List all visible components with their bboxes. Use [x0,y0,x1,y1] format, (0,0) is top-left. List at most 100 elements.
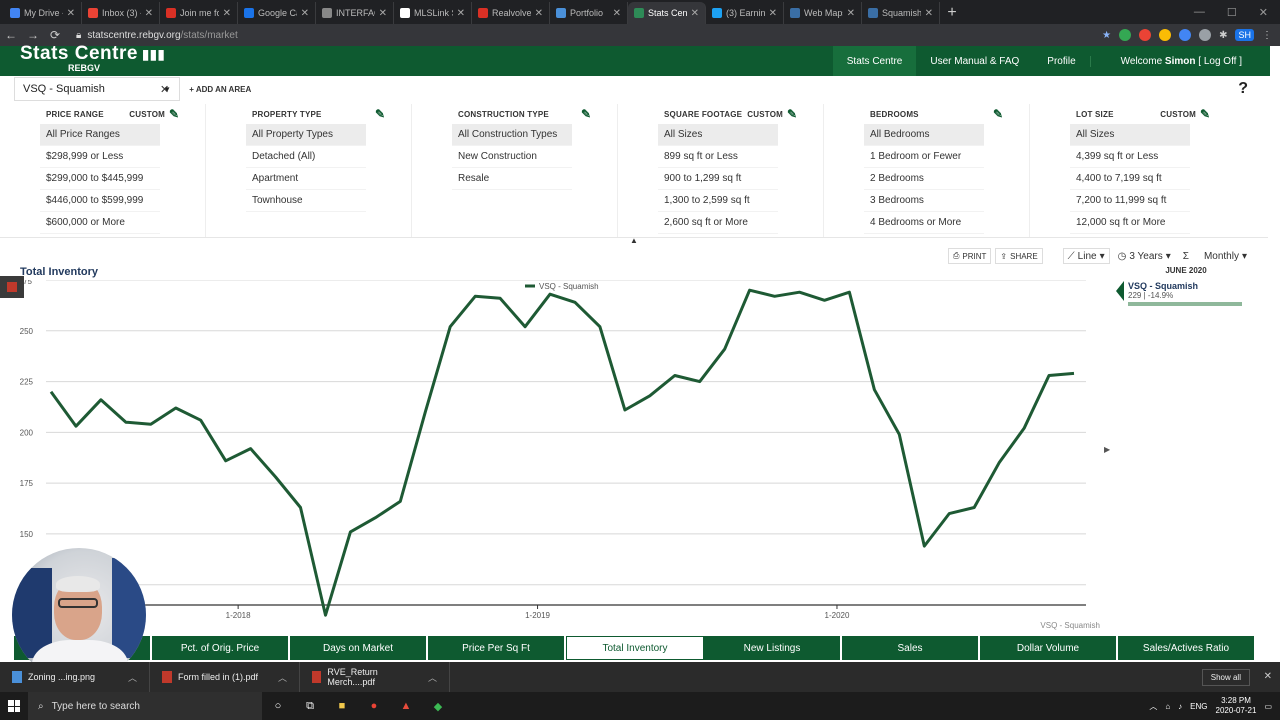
puzzle-icon[interactable]: ✱ [1219,29,1228,41]
browser-tab[interactable]: My Drive - Go✕ [4,2,82,24]
stat-tab[interactable]: Total Inventory [566,636,704,660]
filter-option[interactable]: 900 to 1,299 sq ft [658,168,778,190]
filter-option[interactable]: 12,000 sq ft or More [1070,212,1190,234]
filter-option[interactable]: All Sizes [1070,124,1190,146]
back-icon[interactable]: ← [5,28,17,42]
extension-icon[interactable] [1179,29,1192,41]
close-tab-icon[interactable]: ✕ [768,7,777,19]
chevron-up-icon[interactable]: ︿ [427,672,437,683]
browser-tab[interactable]: MLSLink Safe✕ [394,2,472,24]
start-button[interactable] [0,700,28,712]
browser-tab[interactable]: (3) Earnings V✕ [706,2,784,24]
browser-tab[interactable]: Join me for br✕ [160,2,238,24]
print-button[interactable]: ⎙ PRINT [948,248,992,264]
browser-tab[interactable]: Web Maps - C✕ [784,2,862,24]
network-icon[interactable]: ⌂ [1165,701,1171,711]
stat-tab[interactable]: Dollar Volume [980,636,1118,660]
filter-option[interactable]: 4,399 sq ft or Less [1070,146,1190,168]
language-indicator[interactable]: ENG [1190,701,1208,711]
file-explorer-icon[interactable]: ■ [338,700,346,712]
filter-option[interactable]: $298,999 or Less [40,146,160,168]
menu-icon[interactable]: ⋮ [1262,29,1272,41]
filter-option[interactable]: 3 Bedrooms [864,190,984,212]
clock[interactable]: 3:28 PM 2020-07-21 [1215,696,1257,715]
close-tab-icon[interactable]: ✕ [300,7,309,19]
extension-icon[interactable] [1139,29,1152,41]
side-record-tab[interactable] [0,276,24,298]
filter-option[interactable]: Resale [452,168,572,190]
custom-link[interactable]: CUSTOM [129,109,165,119]
download-item[interactable]: RVE_Return Merch....pdf ︿ [300,662,450,692]
browser-tab[interactable]: Portfolio ✕ [550,2,628,24]
filter-option[interactable]: 4 Bedrooms or More [864,212,984,234]
close-window-icon[interactable]: ✕ [1258,6,1268,19]
help-icon[interactable]: ? [1238,80,1248,97]
browser-tab[interactable]: Squamish We✕ [862,2,940,24]
browser-tab[interactable]: Google Calend✕ [238,2,316,24]
close-tab-icon[interactable]: ✕ [690,7,699,19]
download-item[interactable]: Form filled in (1).pdf ︿ [150,662,300,692]
close-tab-icon[interactable]: ✕ [144,7,153,19]
filter-option[interactable]: All Price Ranges [40,124,160,146]
chevron-up-icon[interactable]: ︿ [127,672,137,683]
share-button[interactable]: ⇪ SHARE [995,248,1043,264]
collapse-filters-icon[interactable]: ▲ [630,236,638,245]
edit-filter-icon[interactable]: ✎ [375,107,386,121]
stat-tab[interactable]: Days on Market [290,636,428,660]
close-tab-icon[interactable]: ✕ [456,7,465,19]
remove-area-icon[interactable]: ✕ [160,83,170,96]
filter-option[interactable]: 7,200 to 11,999 sq ft [1070,190,1190,212]
interval-select[interactable]: Σ Monthly ▾ [1178,248,1251,264]
range-select[interactable]: ◷ 3 Years ▾ [1113,248,1175,264]
close-tab-icon[interactable]: ✕ [66,7,75,19]
edit-filter-icon[interactable]: ✎ [169,107,180,121]
filter-option[interactable]: Apartment [246,168,366,190]
filter-option[interactable]: All Sizes [658,124,778,146]
edit-filter-icon[interactable]: ✎ [581,107,592,121]
extension-icon[interactable] [1199,29,1212,41]
filter-option[interactable]: All Construction Types [452,124,572,146]
filter-option[interactable]: All Bedrooms [864,124,984,146]
forward-icon[interactable]: → [27,28,39,42]
maximize-icon[interactable]: ☐ [1226,6,1237,19]
show-all-button[interactable]: Show all [1201,668,1250,686]
area-select[interactable]: VSQ - Squamish ▼ [14,77,180,101]
taskbar-search[interactable]: ⌕ Type here to search [28,692,262,720]
nav-link-stats-centre[interactable]: Stats Centre [832,46,917,76]
expand-right-icon[interactable]: ▶ [1104,445,1111,454]
filter-option[interactable]: 899 sq ft or Less [658,146,778,168]
filter-option[interactable]: All Property Types [246,124,366,146]
custom-link[interactable]: CUSTOM [1160,109,1196,119]
stat-tab[interactable]: Price Per Sq Ft [428,636,566,660]
filter-option[interactable]: $600,000 or More [40,212,160,234]
close-tab-icon[interactable]: ✕ [612,7,621,19]
nav-link-profile[interactable]: Profile [1047,55,1076,67]
close-downloads-icon[interactable]: ✕ [1263,671,1272,682]
edit-filter-icon[interactable]: ✎ [787,107,798,121]
cortana-icon[interactable]: ○ [274,700,282,712]
filter-option[interactable]: $446,000 to $599,999 [40,190,160,212]
profile-avatar[interactable]: SH [1235,29,1254,41]
browser-tab[interactable]: INTERFACExp✕ [316,2,394,24]
stat-tab[interactable]: New Listings [704,636,842,660]
site-logo[interactable]: Stats Centre ▮▮▮ REBGV [20,43,165,73]
volume-icon[interactable]: ♪ [1178,701,1183,711]
edit-filter-icon[interactable]: ✎ [1200,107,1211,121]
nav-link-user-manual-faq[interactable]: User Manual & FAQ [930,55,1020,67]
legend-label[interactable]: VSQ - Squamish [539,282,599,291]
browser-tab[interactable]: Stats Centre✕ [628,2,706,24]
chart-type-select[interactable]: ⟋ Line ▾ [1062,248,1110,264]
acrobat-icon[interactable]: ▲ [400,700,412,712]
stat-tab[interactable]: Pct. of Orig. Price [152,636,290,660]
star-icon[interactable]: ★ [1102,29,1112,41]
close-tab-icon[interactable]: ✕ [378,7,387,19]
new-tab-icon[interactable]: + [947,4,957,21]
series-line-vsq-squamish[interactable] [49,288,1075,617]
app-iq-icon[interactable]: ◆ [433,700,443,713]
filter-option[interactable]: 4,400 to 7,199 sq ft [1070,168,1190,190]
reload-icon[interactable]: ⟳ [49,28,61,42]
filter-option[interactable]: Detached (All) [246,146,366,168]
chevron-up-icon[interactable]: ︿ [277,672,287,683]
filter-option[interactable]: 1 Bedroom or Fewer [864,146,984,168]
filter-option[interactable]: New Construction [452,146,572,168]
